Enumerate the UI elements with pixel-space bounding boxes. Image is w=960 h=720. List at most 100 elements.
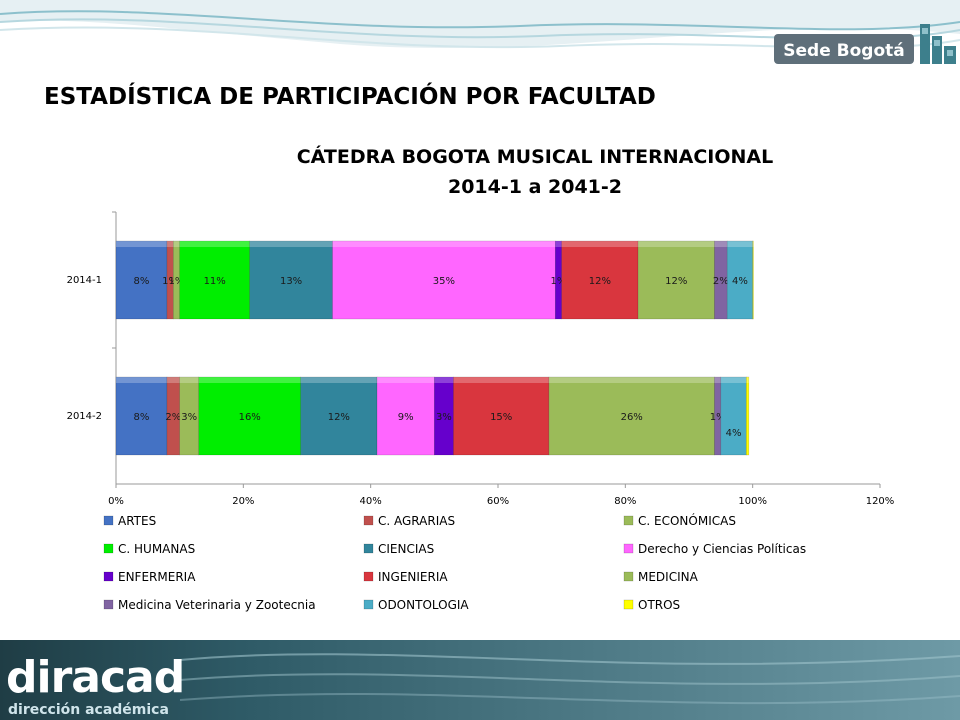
bar-segment-highlight <box>377 377 435 383</box>
bar-segment-highlight <box>714 377 721 383</box>
data-label: 2% <box>165 412 181 423</box>
bar-segment <box>300 376 378 456</box>
bar-segment <box>720 376 747 456</box>
bar-segment-highlight <box>453 377 549 383</box>
bar-segment-highlight <box>249 241 333 247</box>
data-label: 1% <box>162 276 178 287</box>
bar-segment-highlight <box>116 377 167 383</box>
legend-entry: C. HUMANAS <box>118 542 195 556</box>
data-label: 12% <box>665 276 687 287</box>
sede-bogota-logo: Sede Bogotá <box>774 24 956 64</box>
bar-segment-highlight <box>561 241 639 247</box>
data-label: 16% <box>239 412 261 423</box>
bar-segment-highlight <box>720 377 747 383</box>
data-label: 9% <box>398 412 414 423</box>
legend-entry: OTROS <box>638 598 680 612</box>
bar-segment-highlight <box>332 241 556 247</box>
bar-segment-highlight <box>555 241 562 247</box>
bar-segment-highlight <box>179 241 250 247</box>
bar-segment <box>249 240 333 320</box>
bar-segment-highlight <box>116 241 167 247</box>
bar-segment <box>332 240 556 320</box>
bar-segment <box>746 376 750 456</box>
x-tick-label: 0% <box>108 496 124 507</box>
legend-entry: ODONTOLOGIA <box>378 598 469 612</box>
bar-segment-highlight <box>714 241 728 247</box>
legend-swatch <box>363 599 374 610</box>
x-tick-label: 60% <box>487 496 509 507</box>
category-label: 2014-2 <box>67 411 102 422</box>
x-tick-label: 100% <box>738 496 767 507</box>
chart-title-line-2: 2014-1 a 2041-2 <box>447 176 623 198</box>
bar-segment-highlight <box>198 377 301 383</box>
bar-segment-highlight <box>179 377 199 383</box>
bar-segment-highlight <box>300 377 378 383</box>
bar-segment <box>548 376 715 456</box>
data-label: 4% <box>726 428 742 439</box>
legend-swatch <box>363 571 374 582</box>
x-tick-label: 80% <box>614 496 636 507</box>
bar-segment-highlight <box>166 241 174 247</box>
data-label: 1% <box>551 276 567 287</box>
data-label: 11% <box>204 276 226 287</box>
chart-title: CÁTEDRA BOGOTA MUSICAL INTERNACIONAL 201… <box>200 142 870 202</box>
data-label: 8% <box>134 276 150 287</box>
brand-text: Sede Bogotá <box>783 41 904 61</box>
diracad-logo: diracad <box>6 652 184 703</box>
legend-swatch <box>103 599 114 610</box>
legend-swatch <box>623 571 634 582</box>
legend-entry: ENFERMERIA <box>118 570 196 584</box>
bar-segment <box>555 240 562 320</box>
data-label: 1% <box>169 276 185 287</box>
chart-title-line-1: CÁTEDRA BOGOTA MUSICAL INTERNACIONAL <box>296 146 774 168</box>
diracad-subtitle: dirección académica <box>8 702 169 718</box>
bar-segment <box>726 240 753 320</box>
bar-segment-highlight <box>746 377 749 383</box>
legend-entry: Medicina Veterinaria y Zootecnia <box>118 598 316 612</box>
data-label: 15% <box>490 412 512 423</box>
bar-segment-highlight <box>752 241 754 247</box>
category-label: 2014-1 <box>67 275 102 286</box>
bar-segment <box>198 376 301 456</box>
footer-band: diracad dirección académica <box>0 640 960 720</box>
legend-entry: ARTES <box>118 514 156 528</box>
data-label: 13% <box>280 276 302 287</box>
bar-segment <box>637 240 715 320</box>
bar-segment <box>376 376 435 456</box>
legend-swatch <box>623 599 634 610</box>
data-label: 35% <box>433 276 455 287</box>
stacked-bar-chart: 0% 20% 40% 60% 80% 100% 120%2014-1 8% 1%1% 11% 13%… <box>67 211 895 612</box>
data-label: 1% <box>710 412 726 423</box>
slide-heading: ESTADÍSTICA DE PARTICIPACIÓN POR FACULTA… <box>44 84 656 110</box>
x-tick-label: 40% <box>360 496 382 507</box>
legend-swatch <box>103 571 114 582</box>
data-label: 3% <box>181 412 197 423</box>
legend-entry: INGENIERIA <box>378 570 448 584</box>
bar-segment-highlight <box>638 241 715 247</box>
legend-entry: Derecho y Ciencias Políticas <box>638 542 806 556</box>
bar-segment <box>453 376 550 456</box>
bar-segment-highlight <box>548 377 715 383</box>
data-label: 2% <box>713 276 729 287</box>
legend-swatch <box>363 543 374 554</box>
legend-swatch <box>363 515 374 526</box>
x-tick-label: 120% <box>866 496 895 507</box>
bar-segment-highlight <box>166 377 180 383</box>
bar-segment <box>115 376 168 456</box>
data-label: 3% <box>436 412 452 423</box>
bar-segment <box>752 240 754 320</box>
data-label: 8% <box>134 412 150 423</box>
legend-swatch <box>623 515 634 526</box>
data-label: 26% <box>621 412 643 423</box>
legend-entry: MEDICINA <box>638 570 699 584</box>
data-label: 4% <box>732 276 748 287</box>
x-tick-label: 20% <box>232 496 254 507</box>
legend-swatch <box>623 543 634 554</box>
bar-segment <box>561 240 639 320</box>
bar-segment-highlight <box>727 241 753 247</box>
data-label: 12% <box>589 276 611 287</box>
legend-entry: C. AGRARIAS <box>378 514 455 528</box>
bar-segment-highlight <box>434 377 454 383</box>
legend-entry: C. ECONÓMICAS <box>638 513 736 528</box>
legend-swatch <box>103 543 114 554</box>
